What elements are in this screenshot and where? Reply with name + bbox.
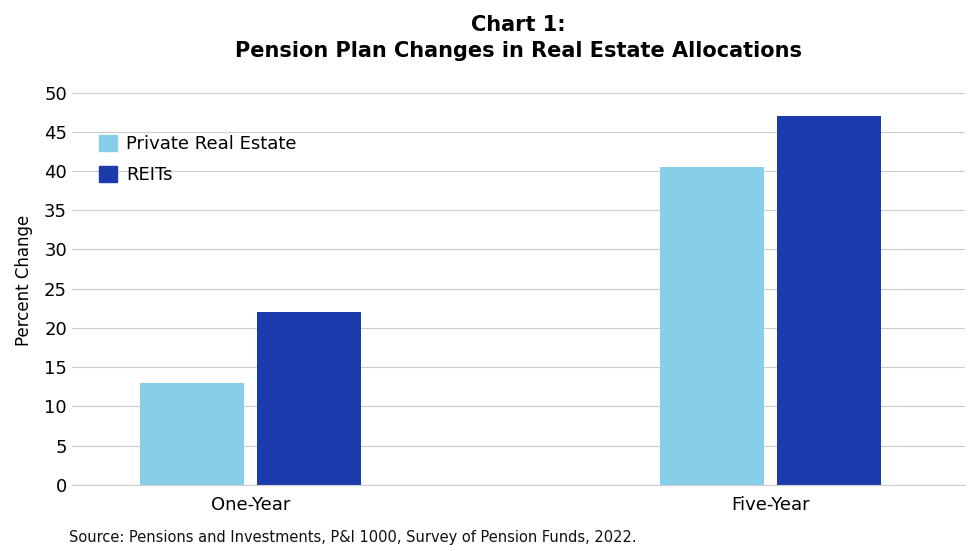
Text: Source: Pensions and Investments, P&I 1000, Survey of Pension Funds, 2022.: Source: Pensions and Investments, P&I 10… [69, 531, 636, 545]
Title: Chart 1:
Pension Plan Changes in Real Estate Allocations: Chart 1: Pension Plan Changes in Real Es… [235, 15, 802, 61]
Legend: Private Real Estate, REITs: Private Real Estate, REITs [99, 135, 296, 184]
Bar [777, 116, 881, 485]
Y-axis label: Percent Change: Percent Change [15, 215, 33, 347]
Bar [140, 383, 244, 485]
Bar [660, 167, 763, 485]
Bar [257, 312, 361, 485]
